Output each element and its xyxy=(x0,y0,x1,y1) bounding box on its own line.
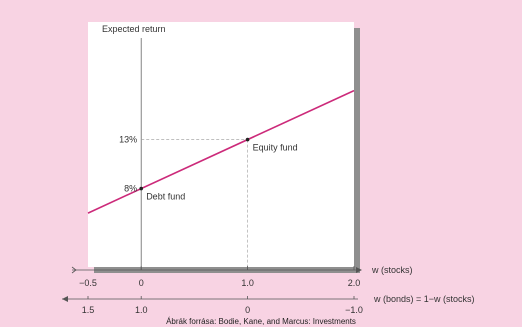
point-0 xyxy=(139,186,143,191)
secondary-tick-label-3: −1.0 xyxy=(345,305,363,315)
x-axis-label: w (stocks) xyxy=(371,265,413,275)
x-axis-left-tail xyxy=(71,266,77,274)
y-axis-label: Expected return xyxy=(102,24,166,34)
x-tick-label-1: 0 xyxy=(139,278,144,288)
x-axis-arrowhead xyxy=(356,267,362,273)
secondary-tick-label-1: 1.0 xyxy=(135,305,148,315)
x-tick-label-2: 1.0 xyxy=(241,278,254,288)
x-tick-label-0: −0.5 xyxy=(79,278,97,288)
y-tick-label-0: 8% xyxy=(124,184,137,194)
secondary-tick-label-2: 0 xyxy=(245,305,250,315)
plot-panel xyxy=(88,22,354,267)
secondary-tick-label-0: 1.5 xyxy=(82,305,95,315)
point-label-0: Debt fund xyxy=(146,192,185,202)
y-tick-label-1: 13% xyxy=(119,135,137,145)
point-label-1: Equity fund xyxy=(253,143,298,153)
x-tick-label-3: 2.0 xyxy=(348,278,361,288)
source-caption: Ábrák forrása: Bodie, Kane, and Marcus: … xyxy=(166,317,356,326)
point-1 xyxy=(245,137,250,142)
series-line xyxy=(87,89,355,214)
secondary-axis-arrowhead xyxy=(62,296,68,302)
secondary-axis-label: w (bonds) = 1−w (stocks) xyxy=(373,294,475,304)
